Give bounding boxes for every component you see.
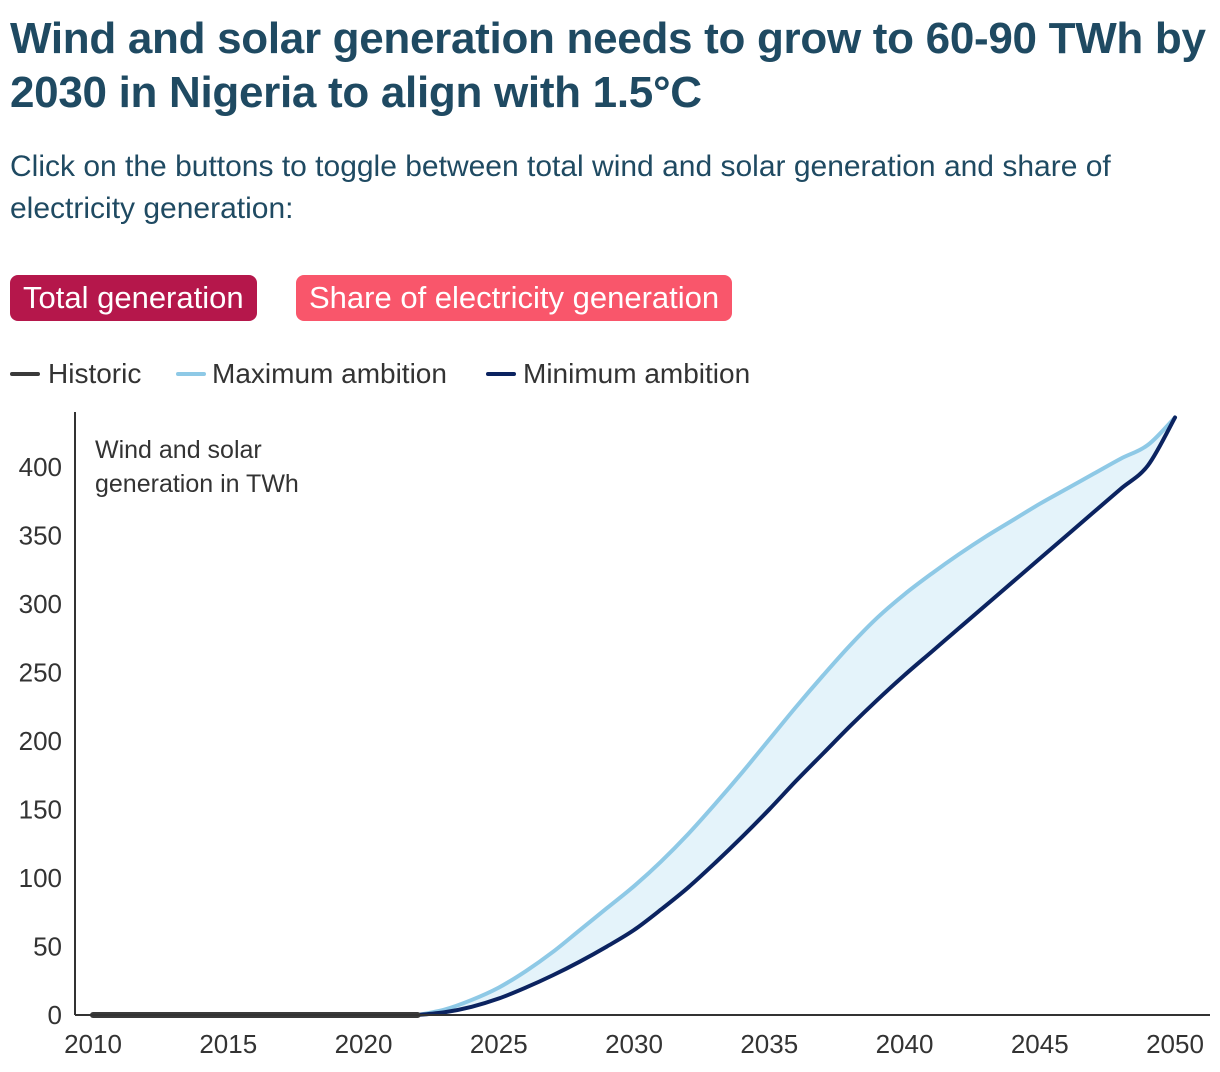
y-axis-title: Wind and solar generation in TWh: [95, 436, 299, 498]
x-tick-label: 2020: [335, 1029, 393, 1059]
page-title: Wind and solar generation needs to grow …: [10, 14, 1206, 117]
total-generation-button[interactable]: Total generation: [10, 275, 257, 321]
minimum-line-swatch-icon: [486, 372, 516, 376]
x-tick-label: 2035: [740, 1029, 798, 1059]
y-tick-label: 300: [19, 589, 62, 619]
y-tick-label: 350: [19, 520, 62, 550]
x-tick-label: 2045: [1011, 1029, 1069, 1059]
generation-line-chart: 2010 2015 2020 2025 2030 2035 2040 2045 2050 0 50 1…: [19, 412, 1210, 1059]
series-line-minimum-ambition: [415, 415, 1177, 1017]
y-tick-label: 50: [33, 931, 62, 961]
chart-axes: [74, 412, 1210, 1016]
historic-line-swatch-icon: [10, 372, 40, 376]
x-tick-label: 2050: [1146, 1029, 1204, 1059]
series-line-maximum-ambition: [415, 415, 1177, 1017]
y-tick-label: 0: [48, 1000, 62, 1030]
x-tick-label: 2030: [605, 1029, 663, 1059]
share-of-electricity-button[interactable]: Share of electricity generation: [296, 275, 733, 321]
x-tick-label: 2040: [876, 1029, 934, 1059]
legend-label-historic: Historic: [48, 358, 142, 389]
maximum-line-swatch-icon: [176, 372, 206, 376]
ambition-range-band: [417, 417, 1176, 1016]
x-tick-label: 2025: [470, 1029, 528, 1059]
legend-label-minimum-ambition: Minimum ambition: [523, 358, 751, 389]
x-tick-label: 2015: [199, 1029, 257, 1059]
y-tick-label: 250: [19, 657, 62, 687]
ambition-band-area: [417, 417, 1176, 1016]
y-tick-label: 200: [19, 726, 62, 756]
legend-label-maximum-ambition: Maximum ambition: [212, 358, 447, 389]
y-tick-label: 150: [19, 794, 62, 824]
x-tick-label: 2010: [64, 1029, 122, 1059]
page-subtitle: Click on the buttons to toggle between t…: [10, 150, 1111, 225]
y-tick-label: 100: [19, 863, 62, 893]
y-tick-label: 400: [19, 452, 62, 482]
tick-labels: 2010 2015 2020 2025 2030 2035 2040 2045 2050 0 50 1…: [19, 452, 1204, 1059]
